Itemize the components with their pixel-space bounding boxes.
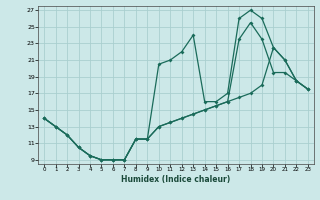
X-axis label: Humidex (Indice chaleur): Humidex (Indice chaleur) <box>121 175 231 184</box>
